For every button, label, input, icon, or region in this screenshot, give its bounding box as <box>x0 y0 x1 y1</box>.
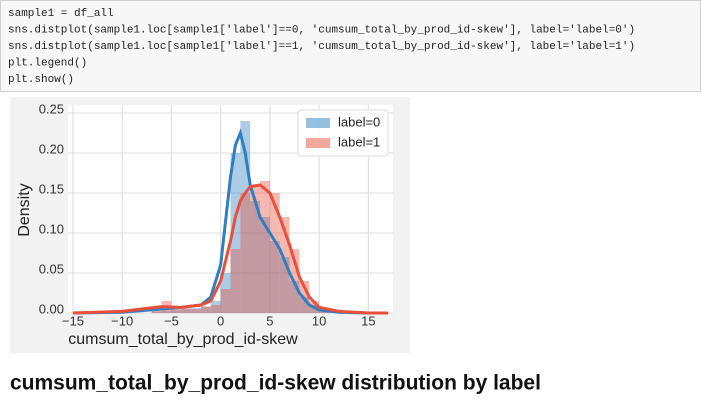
histogram-bar <box>191 308 201 313</box>
histogram-bar <box>171 309 182 313</box>
histogram-bar <box>269 241 280 313</box>
y-tick-label: 0.10 <box>39 221 64 236</box>
histogram-bar <box>240 121 251 313</box>
y-tick-label: 0.15 <box>39 181 64 196</box>
histogram-bar <box>240 193 251 313</box>
histogram-bar <box>181 309 192 313</box>
histogram-bar <box>250 185 261 313</box>
code-line: sns.distplot(sample1.loc[sample1['label'… <box>8 41 635 53</box>
histogram-bar <box>200 306 211 313</box>
histogram-bar <box>151 311 162 313</box>
legend-swatch <box>306 118 330 128</box>
histogram-bar <box>260 217 270 313</box>
histogram-bar <box>181 308 192 313</box>
plot: 0.00 0.05 0.10 0.15 0.20 0.25 −15 −10 −5 0 5 10 15 la… <box>39 101 393 328</box>
code-cell <box>0 0 701 92</box>
legend-label: label=0 <box>338 114 380 129</box>
x-tick-label: 5 <box>266 313 273 328</box>
histogram-bar <box>230 153 241 313</box>
histogram-bar <box>191 309 201 313</box>
y-tick-label: 0.25 <box>39 101 64 116</box>
histogram-bar <box>161 310 172 313</box>
y-axis-label: Density <box>16 183 33 236</box>
code-line: sample1 = df_all <box>8 8 114 20</box>
histogram-bar <box>289 281 300 313</box>
histogram-bar <box>210 301 221 313</box>
x-tick-label: −15 <box>62 313 84 328</box>
x-tick-label: 0 <box>217 313 224 328</box>
histogram-bar <box>279 217 290 313</box>
kde-line <box>72 183 389 315</box>
histogram-bar <box>260 181 270 313</box>
histogram-bar <box>299 297 310 313</box>
x-axis-label: cumsum_total_by_prod_id-skew <box>68 331 298 348</box>
caption: cumsum_total_by_prod_id-skew distributio… <box>10 372 541 395</box>
histogram-bar <box>151 310 162 313</box>
histogram-bar <box>171 309 182 313</box>
histogram-bar <box>210 305 221 313</box>
histogram-bar <box>230 249 241 313</box>
histogram-bar <box>279 257 290 313</box>
x-tick-label: −5 <box>164 313 179 328</box>
histogram-bar <box>269 193 280 313</box>
code-line: sns.distplot(sample1.loc[sample1['label'… <box>8 24 635 36</box>
y-tick-label: 0.20 <box>39 141 64 156</box>
y-tick-label: 0.05 <box>39 261 64 276</box>
x-tick-label: 15 <box>361 313 375 328</box>
histogram-bar <box>250 201 261 313</box>
histogram-bar <box>200 306 211 313</box>
x-tick-label: 10 <box>312 313 326 328</box>
legend-swatch <box>306 138 330 148</box>
histogram-bar <box>220 289 231 313</box>
y-tick-label: 0.00 <box>39 301 64 316</box>
x-tick-label: −10 <box>111 313 133 328</box>
code-line: plt.show() <box>8 74 74 86</box>
legend-label: label=1 <box>338 134 380 149</box>
histogram-bar <box>220 273 231 313</box>
code-line: plt.legend() <box>8 57 87 69</box>
